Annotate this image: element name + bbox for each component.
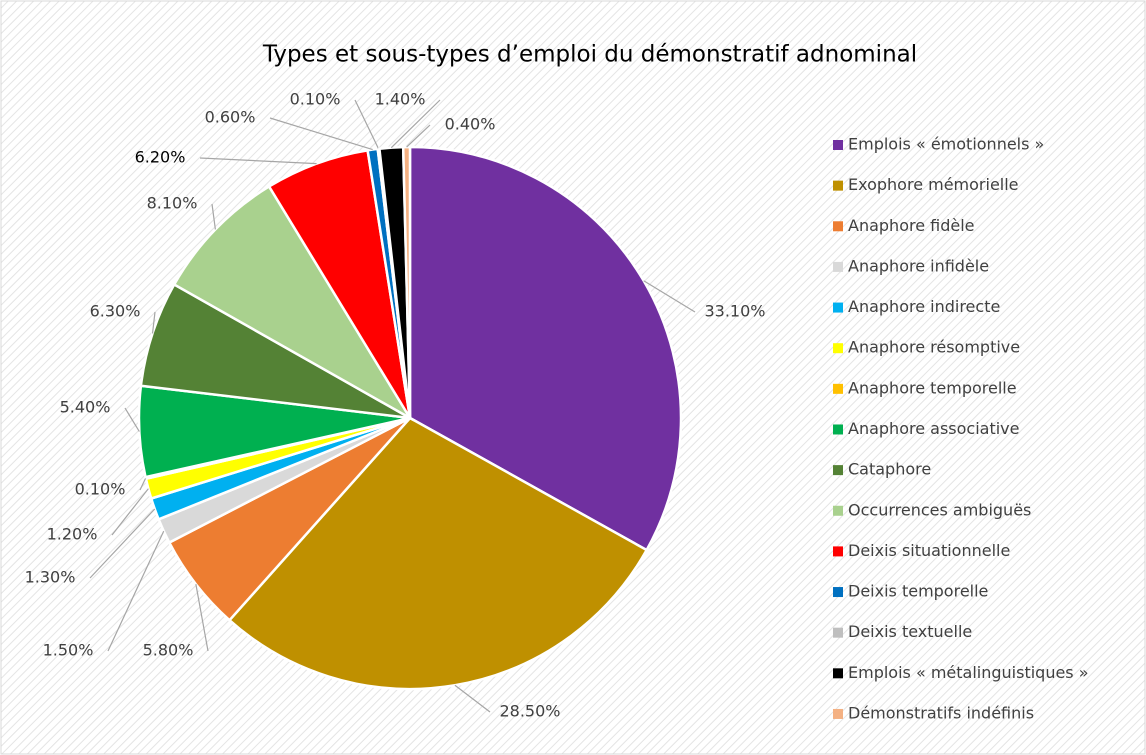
leader-line xyxy=(211,203,216,230)
data-label: 5.80% xyxy=(143,641,194,660)
legend-swatch xyxy=(833,505,843,516)
legend-swatch xyxy=(833,383,843,394)
legend-swatch xyxy=(833,343,843,354)
legend-label: Emplois « métalinguistiques » xyxy=(848,663,1089,682)
pie-slice xyxy=(172,184,414,422)
legend-label: Deixis situationnelle xyxy=(848,541,1010,560)
leader-line xyxy=(269,117,373,151)
legend-swatch xyxy=(833,546,843,557)
data-label: 1.50% xyxy=(43,641,94,660)
leader-line xyxy=(107,530,165,652)
legend-swatch xyxy=(833,587,843,598)
legend-label: Anaphore résomptive xyxy=(848,338,1020,357)
legend-swatch xyxy=(833,627,843,638)
leader-line xyxy=(124,407,140,432)
leader-line xyxy=(406,124,431,148)
legend-swatch xyxy=(833,708,843,719)
legend-swatch xyxy=(833,424,843,435)
leader-line xyxy=(111,488,149,536)
data-label: 8.10% xyxy=(147,194,198,213)
leader-line xyxy=(151,311,156,334)
legend-label: Emplois « émotionnels » xyxy=(848,135,1044,154)
chart-title: Types et sous-types d’emploi du démonstr… xyxy=(262,42,917,68)
data-label: 0.60% xyxy=(205,108,256,127)
leader-line xyxy=(89,508,156,579)
legend-label: Anaphore fidèle xyxy=(848,216,975,235)
data-label: 0.10% xyxy=(290,90,341,109)
leader-line xyxy=(390,99,441,149)
legend-label: Deixis temporelle xyxy=(848,582,988,601)
leader-line xyxy=(454,684,491,713)
legend-label: Anaphore infidèle xyxy=(848,256,989,275)
leader-line xyxy=(643,280,696,313)
legend-label: Occurrences ambiguës xyxy=(848,500,1031,519)
legend-label: Deixis textuelle xyxy=(848,622,972,641)
legend-label: Anaphore indirecte xyxy=(848,297,1000,316)
legend-label: Anaphore temporelle xyxy=(848,378,1017,397)
legend-swatch xyxy=(833,221,843,232)
data-label: 0.40% xyxy=(445,115,496,134)
legend-swatch xyxy=(833,180,843,191)
data-label: 0.10% xyxy=(75,480,126,499)
leader-line xyxy=(139,477,147,491)
legend-label: Démonstratifs indéfinis xyxy=(848,703,1034,722)
legend-swatch xyxy=(833,302,843,313)
leader-line xyxy=(354,99,380,150)
data-label: 6.20% xyxy=(135,148,186,167)
leader-line xyxy=(199,157,317,165)
legend-label: Anaphore associative xyxy=(848,419,1019,438)
legend-swatch xyxy=(833,261,843,272)
legend-swatch xyxy=(833,140,843,150)
data-label: 1.40% xyxy=(375,90,426,109)
data-label: 33.10% xyxy=(704,302,765,321)
data-label: 28.50% xyxy=(499,702,560,721)
data-label: 6.30% xyxy=(90,302,141,321)
legend-label: Exophore mémorielle xyxy=(848,175,1019,194)
legend-swatch xyxy=(833,668,843,679)
data-label: 5.40% xyxy=(60,398,111,417)
legend-label: Cataphore xyxy=(848,460,931,479)
leader-line xyxy=(195,583,209,652)
legend-swatch xyxy=(833,465,843,476)
pie-slice xyxy=(227,416,649,691)
data-label: 1.20% xyxy=(47,525,98,544)
data-label: 1.30% xyxy=(25,568,76,587)
pie-slice xyxy=(401,145,412,419)
